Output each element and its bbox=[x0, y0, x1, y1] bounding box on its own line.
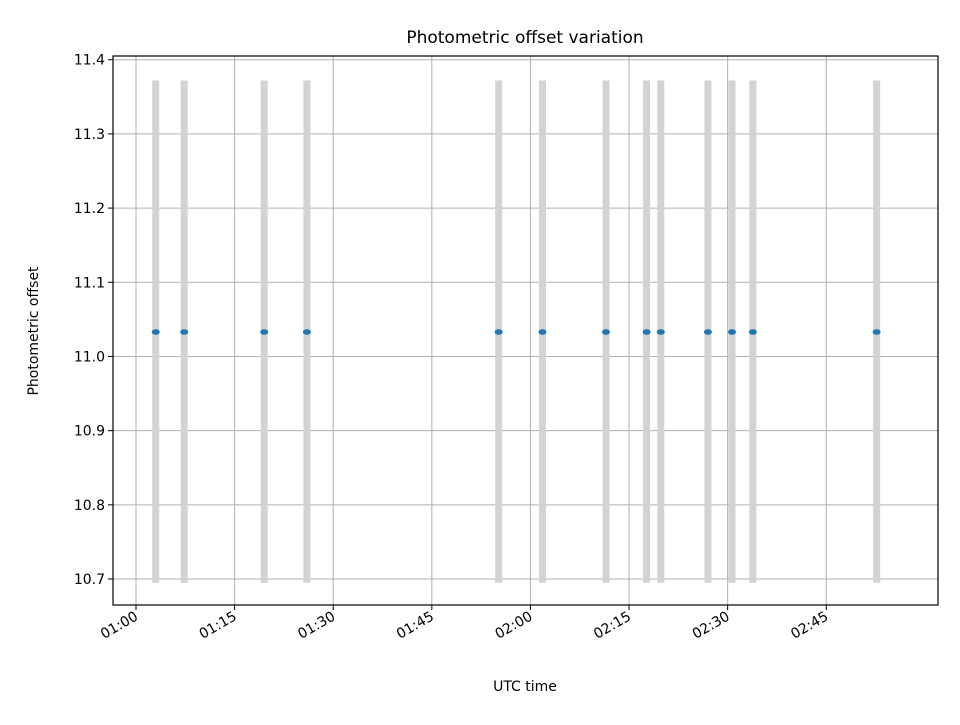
data-point bbox=[151, 329, 160, 335]
grid-layer bbox=[113, 56, 938, 605]
data-point bbox=[872, 329, 881, 335]
y-tick-label: 11.0 bbox=[74, 349, 105, 365]
data-point bbox=[748, 329, 757, 335]
data-point bbox=[703, 329, 712, 335]
y-tick-label: 10.7 bbox=[74, 572, 105, 588]
data-point bbox=[728, 329, 737, 335]
data-point bbox=[180, 329, 189, 335]
y-tick-label: 11.1 bbox=[74, 275, 105, 291]
y-tick-label: 10.8 bbox=[74, 498, 105, 514]
y-axis-label: Photometric offset bbox=[26, 266, 42, 396]
x-axis-label: UTC time bbox=[493, 679, 557, 695]
data-point bbox=[642, 329, 651, 335]
y-tick-label: 11.2 bbox=[74, 201, 105, 217]
y-tick-label: 10.9 bbox=[74, 424, 105, 440]
y-tick-label: 11.4 bbox=[74, 53, 105, 69]
chart-title: Photometric offset variation bbox=[406, 28, 643, 48]
data-point bbox=[494, 329, 503, 335]
data-point bbox=[538, 329, 547, 335]
data-point bbox=[302, 329, 311, 335]
data-point bbox=[602, 329, 611, 335]
plot-frame bbox=[112, 55, 939, 606]
data-point bbox=[260, 329, 269, 335]
y-tick-label: 11.3 bbox=[74, 127, 105, 143]
point-layer bbox=[151, 329, 881, 335]
y-axis-ticks: 10.7 10.8 10.9 11.0 11.1 11.2 11.3 11.4 bbox=[74, 53, 113, 588]
data-point bbox=[656, 329, 665, 335]
